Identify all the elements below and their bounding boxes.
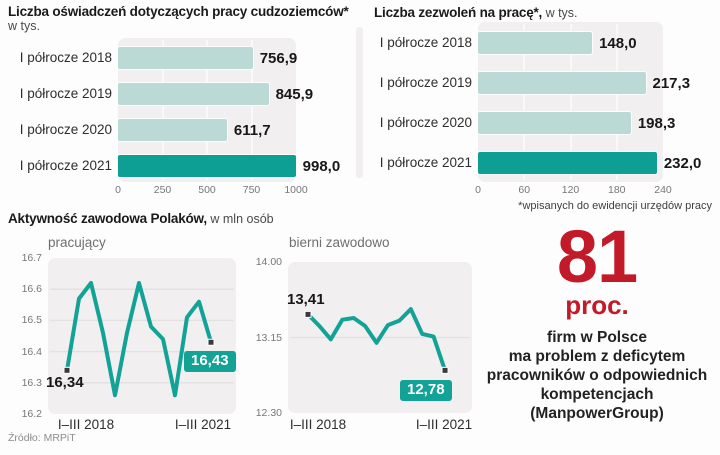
line-x-label: I–III 2018 xyxy=(57,417,115,432)
bar xyxy=(478,32,593,54)
point-value-label: 16,34 xyxy=(46,374,84,391)
y-tick-label: 13.15 xyxy=(255,331,282,344)
y-tick-label: 12.30 xyxy=(255,407,282,419)
bar-value-label: 148,0 xyxy=(599,34,637,52)
stat-text: firm w Polsce ma problem z deficytem praco… xyxy=(482,328,712,423)
data-marker xyxy=(304,310,312,318)
line-x-label: I–III 2021 xyxy=(415,417,473,432)
bar-category-label: I półrocze 2019 xyxy=(379,75,472,90)
line-chart-label: pracujący xyxy=(48,235,106,250)
chart-title-text: Liczba oświadczeń dotyczących pracy cudz… xyxy=(8,4,349,19)
bar xyxy=(118,119,227,141)
bar xyxy=(118,47,253,69)
line-chart-label: bierni zawodowo xyxy=(289,235,390,250)
section-header: Aktywność zawodowa Polaków, w mln osób xyxy=(8,210,274,228)
y-tick-label: 16.4 xyxy=(21,345,42,358)
bar-value-label: 611,7 xyxy=(233,121,271,139)
chart-title-text: Liczba zezwoleń na pracę*, xyxy=(374,5,543,20)
x-tick-label: 60 xyxy=(518,184,531,196)
y-tick-label: 16.2 xyxy=(21,408,42,420)
line-series xyxy=(306,307,447,373)
bar-value-label: 198,3 xyxy=(637,114,676,132)
stat-unit: proc. xyxy=(565,290,629,320)
section-title-text: Aktywność zawodowa Polaków, xyxy=(8,211,207,226)
bar-value-label: 232,0 xyxy=(663,154,702,172)
x-tick-label: 0 xyxy=(475,184,481,196)
grid-line xyxy=(569,24,572,180)
bar-chart-title-left: Liczba oświadczeń dotyczących pracy cudz… xyxy=(8,4,363,34)
bar-category-label: I półrocze 2021 xyxy=(19,158,112,173)
x-tick-label: 180 xyxy=(607,184,626,196)
bar-highlighted xyxy=(118,155,296,177)
bar-value-label: 756,9 xyxy=(259,49,298,67)
bar-category-label: I półrocze 2018 xyxy=(19,50,112,65)
stat-text-line: firm w Polsce xyxy=(547,329,647,346)
point-value-label: 13,41 xyxy=(287,291,325,308)
y-tick-label: 16.5 xyxy=(21,314,42,327)
bar-value-label: 845,9 xyxy=(275,85,314,103)
data-marker xyxy=(441,366,449,374)
end-value-badge: 16,43 xyxy=(184,351,236,372)
data-marker xyxy=(207,338,215,346)
bar-category-label: I półrocze 2021 xyxy=(379,155,472,170)
stat-block: 81 proc. firm w Polsce ma problem z defic… xyxy=(482,215,712,423)
stat-text-line: (ManpowerGroup) xyxy=(530,405,664,422)
line-x-label: I–III 2018 xyxy=(289,417,347,432)
end-value-badge: 12,78 xyxy=(400,380,452,401)
grid-line xyxy=(250,40,253,180)
bar xyxy=(478,112,631,134)
grid-line xyxy=(206,40,208,180)
stat-text-line: kompetencjach xyxy=(540,386,654,403)
y-tick-label: 16.6 xyxy=(21,283,42,296)
source-note: Źródło: MRPiT xyxy=(8,432,76,444)
section-unit-text: w mln osób xyxy=(206,212,274,226)
line-chart-panel-pracujacy xyxy=(48,258,236,414)
stat-text-line: ma problem z deficytem xyxy=(508,348,686,365)
bar-category-label: I półrocze 2019 xyxy=(19,86,112,101)
x-tick-label: 0 xyxy=(115,184,121,196)
bar-value-label: 998,0 xyxy=(302,157,341,175)
panel-edge-decoration xyxy=(356,27,363,178)
x-tick-label: 250 xyxy=(153,184,172,196)
line-series xyxy=(65,281,213,398)
bar-category-label: I półrocze 2020 xyxy=(19,122,112,137)
chart-unit-text: w tys. xyxy=(8,19,40,33)
x-tick-label: 240 xyxy=(654,184,672,196)
x-tick-label: 500 xyxy=(198,184,216,196)
grid-line xyxy=(523,24,526,180)
y-tick-label: 16.7 xyxy=(21,252,42,264)
x-tick-label: 750 xyxy=(242,184,261,196)
y-tick-label: 16.3 xyxy=(21,376,42,389)
bar xyxy=(478,72,646,94)
bar xyxy=(118,83,269,105)
bar-chart-title-right: Liczba zezwoleń na pracę*, w tys. xyxy=(374,4,578,22)
grid-line xyxy=(161,40,164,180)
bar-value-label: 217,3 xyxy=(652,74,691,92)
line-x-label: I–III 2021 xyxy=(174,417,232,432)
x-tick-label: 1000 xyxy=(284,184,308,196)
chart-unit-text: w tys. xyxy=(542,6,578,20)
line-chart-canvas xyxy=(290,307,470,374)
grid-line xyxy=(615,24,618,180)
x-tick-label: 120 xyxy=(561,184,580,196)
bar-highlighted xyxy=(478,152,657,174)
y-tick-label: 14.00 xyxy=(255,256,282,268)
stat-number: 81 xyxy=(556,215,638,298)
stat-text-line: pracowników o odpowiednich xyxy=(486,367,708,384)
footnote: *wpisanych do ewidencji urzędów pracy xyxy=(518,200,712,212)
data-marker xyxy=(63,366,71,374)
bar-category-label: I półrocze 2018 xyxy=(379,35,472,50)
bar-category-label: I półrocze 2020 xyxy=(379,115,472,130)
